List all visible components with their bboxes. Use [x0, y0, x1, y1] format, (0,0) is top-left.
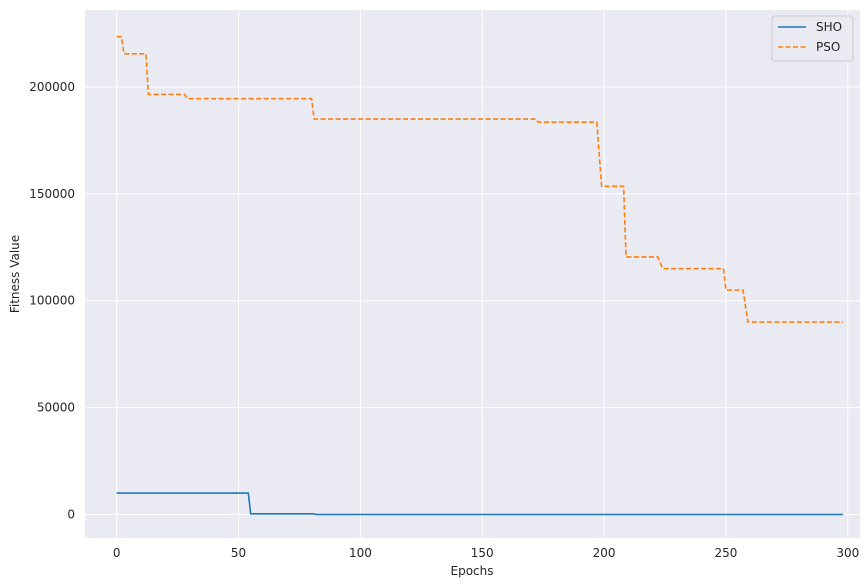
y-tick-label: 0 — [67, 507, 75, 521]
x-tick-label: 0 — [113, 546, 121, 560]
y-tick-labels: 0 50000 100000 150000 200000 — [29, 80, 75, 522]
legend-sho-label: SHO — [816, 20, 842, 34]
x-tick-label: 150 — [471, 546, 494, 560]
y-axis-label: Fitness Value — [8, 235, 22, 313]
series-line-sho — [116, 492, 843, 516]
x-tick-label: 50 — [231, 546, 246, 560]
series-line-pso — [116, 35, 843, 323]
x-tick-label: 300 — [836, 546, 859, 560]
legend: SHO PSO — [771, 15, 854, 62]
legend-pso-label: PSO — [816, 40, 840, 54]
y-tick-label: 200000 — [29, 80, 75, 94]
x-tick-label: 250 — [715, 546, 738, 560]
series-lines — [116, 35, 843, 516]
x-axis-label: Epochs — [451, 564, 494, 578]
x-tick-labels: 0 50 100 150 200 250 300 — [113, 546, 859, 560]
y-tick-label: 50000 — [37, 401, 75, 415]
x-tick-label: 100 — [349, 546, 372, 560]
y-tick-label: 100000 — [29, 294, 75, 308]
plot-area — [85, 10, 860, 538]
y-tick-label: 150000 — [29, 187, 75, 201]
x-tick-label: 200 — [593, 546, 616, 560]
